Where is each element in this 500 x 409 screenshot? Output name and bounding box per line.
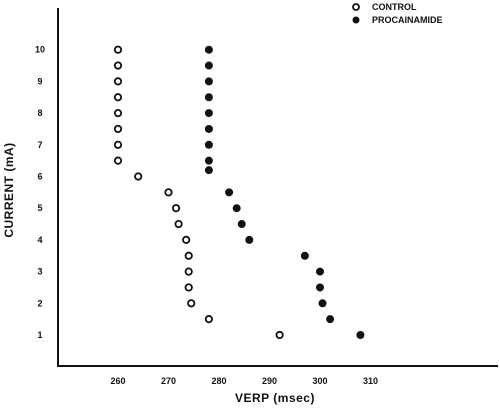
procainamide-data-point (225, 188, 234, 197)
legend: CONTROL PROCAINAMIDE (352, 2, 443, 25)
control-data-point (182, 235, 191, 244)
y-tick-label: 10 (35, 45, 45, 55)
procainamide-data-point (300, 251, 309, 260)
control-data-point (204, 315, 213, 324)
procainamide-data-point (204, 77, 213, 86)
procainamide-data-point (316, 283, 324, 292)
y-axis-ticks: 1 2 3 4 5 6 7 8 9 10 (35, 45, 45, 340)
y-tick-label: 5 (37, 203, 42, 213)
x-axis-title: VERP (msec) (235, 391, 315, 405)
procainamide-data-point (204, 93, 213, 102)
y-tick-label: 2 (37, 298, 42, 308)
x-tick-label: 260 (110, 376, 125, 386)
procainamide-data-point (204, 156, 213, 165)
legend-label-procainamide: PROCAINAMIDE (372, 15, 443, 25)
procainamide-data-point (237, 220, 246, 229)
control-data-point (187, 299, 196, 308)
procainamide-data-point (204, 45, 213, 54)
y-tick-label: 1 (37, 330, 42, 340)
x-tick-label: 270 (161, 376, 176, 386)
x-tick-label: 280 (211, 376, 226, 386)
legend-marker-procainamide (352, 16, 360, 24)
x-axis-ticks: 260 270 280 290 300 310 (110, 376, 378, 386)
control-data-point (113, 140, 123, 149)
y-tick-label: 6 (37, 172, 42, 182)
procainamide-data-point (318, 299, 327, 308)
procainamide-data-point (204, 124, 213, 133)
y-axis-title: CURRENT (mA) (2, 142, 16, 237)
control-data-point (113, 93, 123, 102)
y-tick-label: 9 (37, 76, 42, 86)
procainamide-data-point (204, 109, 213, 118)
legend-marker-control (352, 3, 360, 11)
control-data-point (171, 204, 181, 213)
series-control (113, 45, 284, 340)
x-tick-label: 310 (363, 376, 378, 386)
control-data-point (113, 77, 123, 86)
control-data-point (184, 251, 193, 260)
control-data-point (174, 219, 183, 229)
procainamide-data-point (204, 166, 213, 175)
control-data-point (113, 156, 123, 165)
control-data-point (164, 188, 173, 197)
y-tick-label: 8 (37, 108, 42, 118)
y-tick-label: 7 (37, 140, 42, 150)
control-data-point (113, 61, 123, 70)
series-procainamide (204, 45, 365, 339)
procainamide-data-point (356, 331, 365, 339)
control-data-point (134, 172, 143, 181)
procainamide-data-point (204, 140, 213, 149)
control-data-point (113, 109, 123, 118)
procainamide-data-point (232, 204, 241, 213)
procainamide-data-point (316, 267, 324, 276)
control-data-point (275, 330, 284, 340)
x-tick-label: 290 (262, 376, 277, 386)
y-tick-label: 4 (37, 235, 42, 245)
procainamide-data-point (326, 315, 335, 324)
procainamide-data-point (245, 235, 254, 244)
x-tick-label: 300 (312, 376, 327, 386)
control-data-point (113, 124, 123, 134)
control-data-point (113, 45, 123, 54)
legend-label-control: CONTROL (372, 2, 417, 12)
y-tick-label: 3 (37, 267, 42, 277)
control-data-point (184, 267, 193, 276)
control-data-point (184, 283, 193, 292)
procainamide-data-point (204, 61, 213, 70)
